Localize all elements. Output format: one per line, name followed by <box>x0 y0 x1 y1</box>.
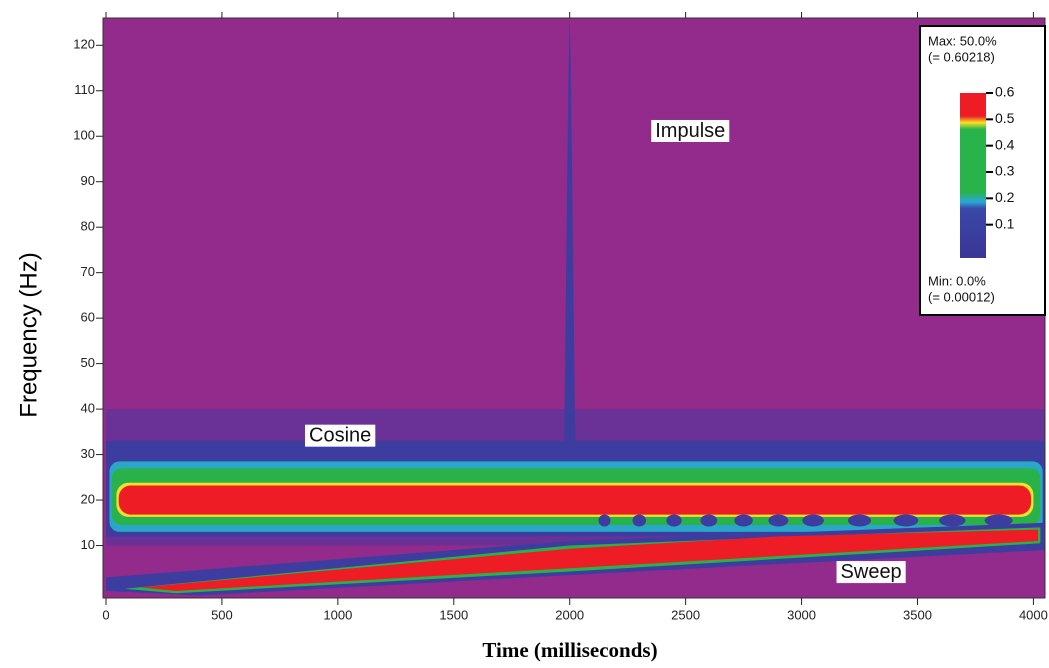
blob <box>700 514 718 527</box>
annotation-box <box>651 119 730 142</box>
colorbar <box>960 93 986 258</box>
blob <box>598 514 611 527</box>
annotation: Cosine <box>309 425 371 447</box>
y-tick-label: 70 <box>81 264 95 279</box>
x-tick-label: 500 <box>211 607 233 622</box>
y-tick-label: 30 <box>81 446 95 461</box>
y-tick-label: 90 <box>81 173 95 188</box>
legend-max-value: (= 0.60218) <box>928 49 995 64</box>
impulse <box>563 18 576 464</box>
y-axis-label: Frequency (Hz) <box>15 252 42 417</box>
y-tick-label: 120 <box>73 37 95 52</box>
annotation: Impulse <box>655 120 725 142</box>
y-tick-label: 110 <box>74 82 95 97</box>
colorbar-tick-label: 0.4 <box>995 136 1015 152</box>
colorbar-tick-label: 0.6 <box>995 84 1015 100</box>
colorbar-tick-label: 0.1 <box>995 215 1015 231</box>
x-tick-label: 2500 <box>671 607 700 622</box>
x-tick-label: 3000 <box>787 607 816 622</box>
x-tick-label: 1000 <box>323 607 352 622</box>
x-tick-label: 3500 <box>903 607 932 622</box>
blob <box>893 514 919 527</box>
blob <box>768 514 789 527</box>
annotation: Sweep <box>841 561 902 583</box>
sweep-red <box>140 529 1039 591</box>
x-tick-label: 4000 <box>1019 607 1048 622</box>
y-tick-label: 40 <box>81 401 95 416</box>
colorbar-tick-label: 0.5 <box>995 110 1015 126</box>
annotation-box <box>836 561 906 584</box>
x-tick-label: 0 <box>102 607 109 622</box>
annotation-box <box>305 424 376 447</box>
colorbar-tick-label: 0.2 <box>995 189 1015 205</box>
blob <box>802 514 824 527</box>
plot-area <box>102 17 1046 599</box>
y-tick-label: 50 <box>81 355 95 370</box>
x-tick-label: 2000 <box>555 607 584 622</box>
legend-min: Min: 0.0% <box>928 273 986 288</box>
y-tick-label: 60 <box>81 310 95 325</box>
legend-min-value: (= 0.00012) <box>928 289 995 304</box>
y-tick-label: 100 <box>73 128 95 143</box>
x-axis-label: Time (milliseconds) <box>482 638 657 662</box>
x-tick-label: 1500 <box>439 607 468 622</box>
colorbar-tick-label: 0.3 <box>995 163 1015 179</box>
blob <box>984 514 1013 527</box>
y-tick-label: 20 <box>81 491 95 506</box>
legend-max: Max: 50.0% <box>928 33 997 48</box>
blob <box>666 514 682 527</box>
blob <box>632 514 647 527</box>
blob <box>847 514 872 527</box>
cosine-red <box>118 485 1032 515</box>
blob <box>734 514 753 527</box>
blob <box>939 514 966 527</box>
colorbar-legend: Max: 50.0%(= 0.60218) Min: 0.0%(= 0.00012… <box>919 25 1046 316</box>
y-tick-label: 10 <box>81 537 95 552</box>
y-tick-label: 80 <box>81 219 95 234</box>
